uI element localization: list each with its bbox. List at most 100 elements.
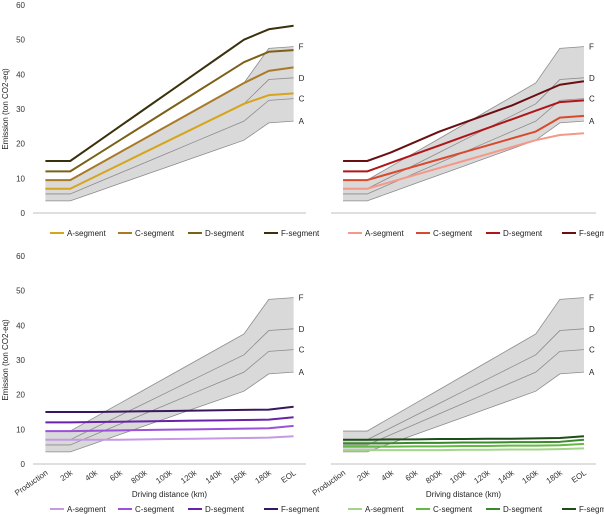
x-tick-label: 120k: [472, 468, 492, 486]
panel-top-right: A C D F A-segment C-segment D-segment F-segment: [331, 43, 604, 238]
reference-line-A: [343, 120, 584, 202]
legend-label: D-segment: [205, 229, 245, 238]
x-axis-label: Driving distance (km): [132, 490, 207, 499]
legend-label: C-segment: [433, 505, 473, 514]
reference-line-C: [45, 349, 294, 446]
series-line-A-segment: [343, 132, 585, 190]
legend-label: D-segment: [205, 505, 245, 514]
series-line-D-segment: [45, 416, 294, 424]
y-axis-label: Emission (ton CO2-eq): [1, 319, 10, 401]
range-band: [45, 297, 294, 452]
x-tick-label: 160k: [521, 468, 541, 486]
legend-label: A-segment: [365, 229, 404, 238]
range-band: [45, 46, 294, 201]
y-tick-label: 60: [16, 1, 25, 10]
y-tick-label: 20: [16, 140, 25, 149]
x-tick-label: 100k: [448, 468, 468, 486]
series-line-D-segment: [343, 99, 585, 173]
reference-label-F: F: [299, 294, 304, 303]
reference-label-C: C: [299, 346, 305, 355]
y-tick-label: 0: [21, 209, 26, 218]
y-tick-label: 30: [16, 105, 25, 114]
reference-label-D: D: [589, 325, 595, 334]
x-tick-label: Production: [13, 468, 49, 497]
legend-label: C-segment: [135, 229, 175, 238]
y-axis-label: Emission (ton CO2-eq): [1, 68, 10, 150]
y-tick-label: 0: [21, 460, 26, 469]
reference-line-D: [343, 77, 584, 190]
x-tick-label: 20k: [356, 468, 373, 483]
legend-label: A-segment: [67, 229, 106, 238]
series-line-A-segment: [343, 447, 584, 452]
legend-label: D-segment: [503, 505, 543, 514]
reference-label-D: D: [589, 74, 595, 83]
reference-label-F: F: [589, 294, 594, 303]
series-line-C-segment: [343, 442, 585, 448]
y-tick-label: 50: [16, 287, 25, 296]
x-tick-label: Production: [311, 468, 347, 497]
reference-label-D: D: [299, 325, 305, 334]
series-line-A-segment: [45, 92, 294, 190]
panel-bottom-left: 0 10 20 30 40 50 60 Emission (ton CO2-eq) A C D F Pr…: [1, 252, 320, 514]
panel-bottom-right: A C D F Production 20k 40k 60k 800k 100k 120k 140k 1…: [311, 294, 604, 514]
series-line-C-segment: [45, 66, 294, 182]
reference-label-C: C: [589, 346, 595, 355]
x-tick-label: 60k: [404, 468, 421, 483]
reference-label-D: D: [299, 74, 305, 83]
reference-line-F: [343, 46, 584, 181]
x-tick-label: 20k: [59, 468, 76, 483]
reference-line-A: [45, 120, 294, 202]
x-tick-label: 100k: [154, 468, 174, 486]
legend-label: A-segment: [67, 505, 106, 514]
legend-label: D-segment: [503, 229, 543, 238]
reference-label-A: A: [589, 368, 595, 377]
series-line-F-segment: [45, 405, 294, 413]
reference-label-C: C: [299, 95, 305, 104]
x-tick-label: 40k: [380, 468, 397, 483]
panel-top-left: 0 10 20 30 40 50 60 Emission (ton CO2-eq) A C D F A-…: [1, 1, 320, 238]
reference-label-A: A: [589, 117, 595, 126]
x-tick-label: 800k: [424, 468, 444, 486]
legend-label: A-segment: [365, 505, 404, 514]
x-tick-label: 140k: [204, 468, 224, 486]
reference-line-F: [343, 297, 584, 432]
x-tick-label: EOL: [570, 468, 589, 485]
y-tick-label: 10: [16, 425, 25, 434]
x-tick-label: 120k: [179, 468, 199, 486]
reference-label-C: C: [589, 95, 595, 104]
reference-label-F: F: [589, 43, 594, 52]
reference-label-A: A: [299, 117, 305, 126]
y-tick-label: 40: [16, 321, 25, 330]
reference-line-C: [343, 349, 584, 446]
x-tick-label: 180k: [545, 468, 565, 486]
legend-label: F-segment: [579, 505, 604, 514]
x-tick-label: 800k: [129, 468, 149, 486]
x-axis-label: Driving distance (km): [426, 490, 501, 499]
y-tick-label: 40: [16, 70, 25, 79]
reference-line-A: [45, 371, 294, 453]
series-line-D-segment: [343, 438, 585, 445]
reference-line-C: [45, 98, 294, 195]
series-line-F-segment: [45, 24, 294, 162]
legend-label: F-segment: [281, 505, 320, 514]
reference-line-D: [343, 328, 584, 441]
reference-label-F: F: [299, 43, 304, 52]
x-tick-label: 40k: [83, 468, 100, 483]
series-line-C-segment: [343, 114, 585, 182]
y-tick-label: 50: [16, 36, 25, 45]
range-band: [343, 46, 584, 201]
series-line-F-segment: [343, 80, 585, 162]
series-line-F-segment: [343, 435, 585, 441]
x-tick-label: 180k: [254, 468, 274, 486]
x-tick-label: EOL: [279, 468, 298, 485]
y-tick-label: 60: [16, 252, 25, 261]
legend-label: C-segment: [135, 505, 175, 514]
legend-label: F-segment: [579, 229, 604, 238]
y-tick-label: 30: [16, 356, 25, 365]
reference-label-A: A: [299, 368, 305, 377]
range-band: [343, 297, 584, 452]
legend-label: C-segment: [433, 229, 473, 238]
x-tick-label: 60k: [108, 468, 125, 483]
series-line-C-segment: [45, 424, 294, 433]
